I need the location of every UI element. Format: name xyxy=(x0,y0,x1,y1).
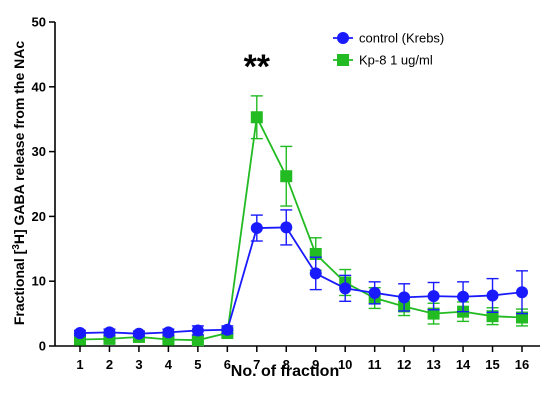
data-point xyxy=(427,307,440,320)
data-point xyxy=(103,326,116,339)
x-tick-label: 8 xyxy=(283,357,290,372)
x-tick-label: 6 xyxy=(224,357,231,372)
legend: control (Krebs) Kp-8 1 ug/ml xyxy=(333,31,444,68)
significance-annotation: ** xyxy=(244,48,271,86)
series-line xyxy=(79,114,523,342)
data-point xyxy=(191,324,204,337)
data-point xyxy=(162,326,175,339)
series-line xyxy=(79,226,523,335)
legend-marker xyxy=(337,54,349,66)
series-layer xyxy=(74,95,528,347)
data-point xyxy=(427,290,440,303)
data-point xyxy=(486,289,499,302)
x-tick-label: 13 xyxy=(426,357,440,372)
legend-item-1: control (Krebs) xyxy=(333,31,444,46)
legend-label: control (Krebs) xyxy=(359,31,444,46)
x-tick-label: 14 xyxy=(456,357,471,372)
y-tick-label: 20 xyxy=(32,209,46,224)
data-point xyxy=(516,311,528,324)
data-point xyxy=(74,327,86,340)
data-point xyxy=(309,267,322,280)
x-tick-label: 2 xyxy=(106,357,113,372)
data-point xyxy=(339,282,352,295)
x-tick-label: 12 xyxy=(397,357,411,372)
x-axis-title: No. of fraction xyxy=(231,363,339,380)
x-tick-label: 16 xyxy=(515,357,529,372)
data-point xyxy=(221,323,234,336)
x-tick-label: 1 xyxy=(76,357,83,372)
legend-label: Kp-8 1 ug/ml xyxy=(359,53,433,68)
x-tick-label: 3 xyxy=(135,357,142,372)
y-tick-label: 10 xyxy=(32,274,46,289)
legend-item-2: Kp-8 1 ug/ml xyxy=(333,53,433,68)
data-point xyxy=(191,334,204,347)
series-2 xyxy=(74,95,528,347)
data-point xyxy=(457,290,470,303)
x-tick-label: 5 xyxy=(194,357,201,372)
data-point xyxy=(368,286,381,299)
data-point xyxy=(132,327,145,340)
x-tick-label: 7 xyxy=(253,357,260,372)
x-tick-label: 11 xyxy=(368,357,382,372)
y-tick-label: 30 xyxy=(32,144,46,159)
x-tick-label: 15 xyxy=(485,357,499,372)
y-tick-label: 40 xyxy=(32,79,46,94)
x-tick-label: 10 xyxy=(338,357,352,372)
data-point xyxy=(398,291,411,304)
data-point xyxy=(250,222,263,235)
data-point xyxy=(280,221,293,234)
series-1 xyxy=(74,209,528,340)
x-tick-label: 9 xyxy=(312,357,319,372)
data-point xyxy=(516,286,528,299)
data-point xyxy=(250,111,263,124)
data-point xyxy=(486,310,499,323)
y-tick-label: 0 xyxy=(39,339,46,354)
legend-marker xyxy=(337,32,349,44)
data-point xyxy=(280,170,293,183)
y-axis-title: Fractional [3H] GABA release from the NA… xyxy=(11,41,28,326)
y-tick-label: 50 xyxy=(32,15,46,30)
x-tick-label: 4 xyxy=(165,357,173,372)
